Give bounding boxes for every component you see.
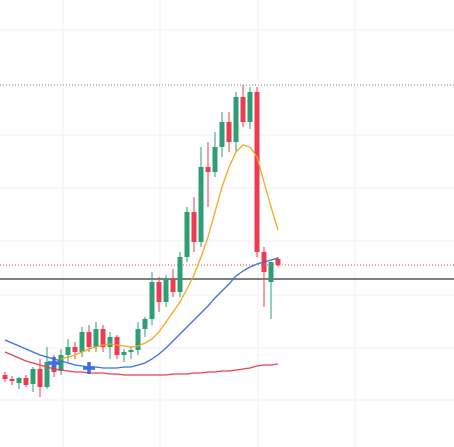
candle-body [233,97,239,142]
candle-body [142,319,148,329]
candle-body [275,259,281,265]
candle-body [268,262,274,282]
candle-body [72,347,78,352]
candle-body [9,379,15,381]
candle-body [128,350,134,352]
candle-body [205,167,211,172]
candle-body [86,332,92,347]
candle-body [30,369,36,384]
candle-body [65,347,71,355]
candle-body [177,257,183,292]
candle-body [156,282,162,302]
candle-body [79,332,85,352]
candle-body [149,282,155,319]
cross-marker [48,357,60,369]
candle-body [44,362,50,387]
candle-body [219,122,225,147]
candle-body [58,355,64,371]
candle-body [135,329,141,350]
candle-body [226,122,232,142]
candle-body [184,212,190,257]
candle-body [23,378,29,385]
candle-body [198,167,204,242]
candle-body [93,329,99,347]
moving-average-line [60,144,279,360]
moving-average-line [4,351,279,376]
candle-body [121,352,127,355]
candle-body [212,147,218,172]
candle-body [240,97,246,122]
candle-body [107,337,113,347]
candle-body [16,378,22,383]
candle-body [114,337,120,355]
candle-body [163,279,169,302]
candle-body [254,92,260,252]
candle-body [100,329,106,347]
cross-marker [83,362,95,374]
candle-body [247,92,253,122]
moving-average-line [4,257,279,369]
candle-body [191,212,197,242]
candle-body [37,369,43,387]
candle-body [170,279,176,292]
candle-body [2,375,8,379]
